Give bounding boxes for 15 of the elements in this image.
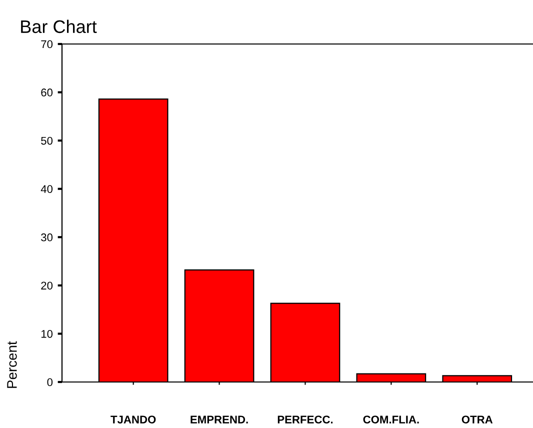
y-tick-label: 70 xyxy=(41,40,53,48)
x-tick-label: PERFECC. xyxy=(278,416,333,424)
y-tick-label: 30 xyxy=(41,233,53,242)
x-tick-label: COM.FLIA. xyxy=(363,416,419,424)
x-tick-label: OTRA xyxy=(462,416,493,424)
x-tick-label: TJANDO xyxy=(110,416,156,424)
y-tick-label: 0 xyxy=(47,378,53,386)
chart-title: Bar Chart xyxy=(21,20,97,34)
y-tick-label: 40 xyxy=(40,185,53,193)
y-tick-label: 10 xyxy=(41,330,53,338)
y-tick-label: 60 xyxy=(41,88,53,96)
y-tick-label: 50 xyxy=(41,136,53,145)
y-axis-title: Percent xyxy=(7,341,17,388)
x-tick-label: EMPREND. xyxy=(190,416,248,424)
y-tick-label: 20 xyxy=(41,282,53,290)
